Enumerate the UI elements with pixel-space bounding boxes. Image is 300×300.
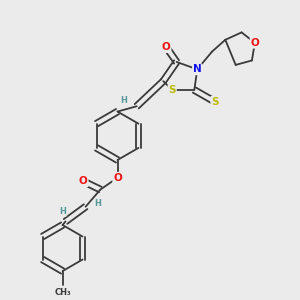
Text: S: S <box>211 97 219 107</box>
Text: H: H <box>120 96 127 105</box>
Text: O: O <box>113 173 122 183</box>
Text: O: O <box>250 38 259 48</box>
Text: H: H <box>94 199 101 208</box>
Text: O: O <box>162 42 171 52</box>
Text: H: H <box>59 208 66 217</box>
Text: CH₃: CH₃ <box>54 288 71 297</box>
Text: O: O <box>79 176 88 186</box>
Text: N: N <box>193 64 202 74</box>
Text: S: S <box>168 85 176 95</box>
